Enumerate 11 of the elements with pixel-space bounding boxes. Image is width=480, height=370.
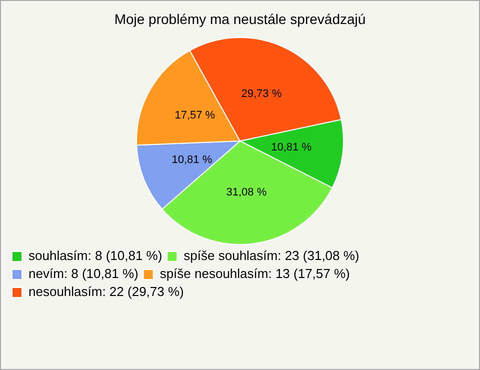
legend-label: souhlasím: 8 (10,81 %)	[28, 248, 162, 264]
data-label: 31,08 %	[226, 186, 267, 198]
legend-label: nesouhlasím: 22 (29,73 %)	[28, 284, 184, 300]
data-label: 10,81 %	[271, 142, 312, 154]
data-label: 17,57 %	[174, 110, 216, 122]
legend-label: nevím: 8 (10,81 %)	[28, 266, 138, 282]
data-label: 10,81 %	[172, 154, 212, 166]
data-label: 29,73 %	[241, 88, 282, 100]
legend-label: spíše souhlasím: 23 (31,08 %)	[184, 248, 360, 264]
chart-title: Moje problémy ma neustále sprevádzajú	[113, 11, 367, 27]
legend-label: spíše nesouhlasím: 13 (17,57 %)	[160, 266, 350, 282]
